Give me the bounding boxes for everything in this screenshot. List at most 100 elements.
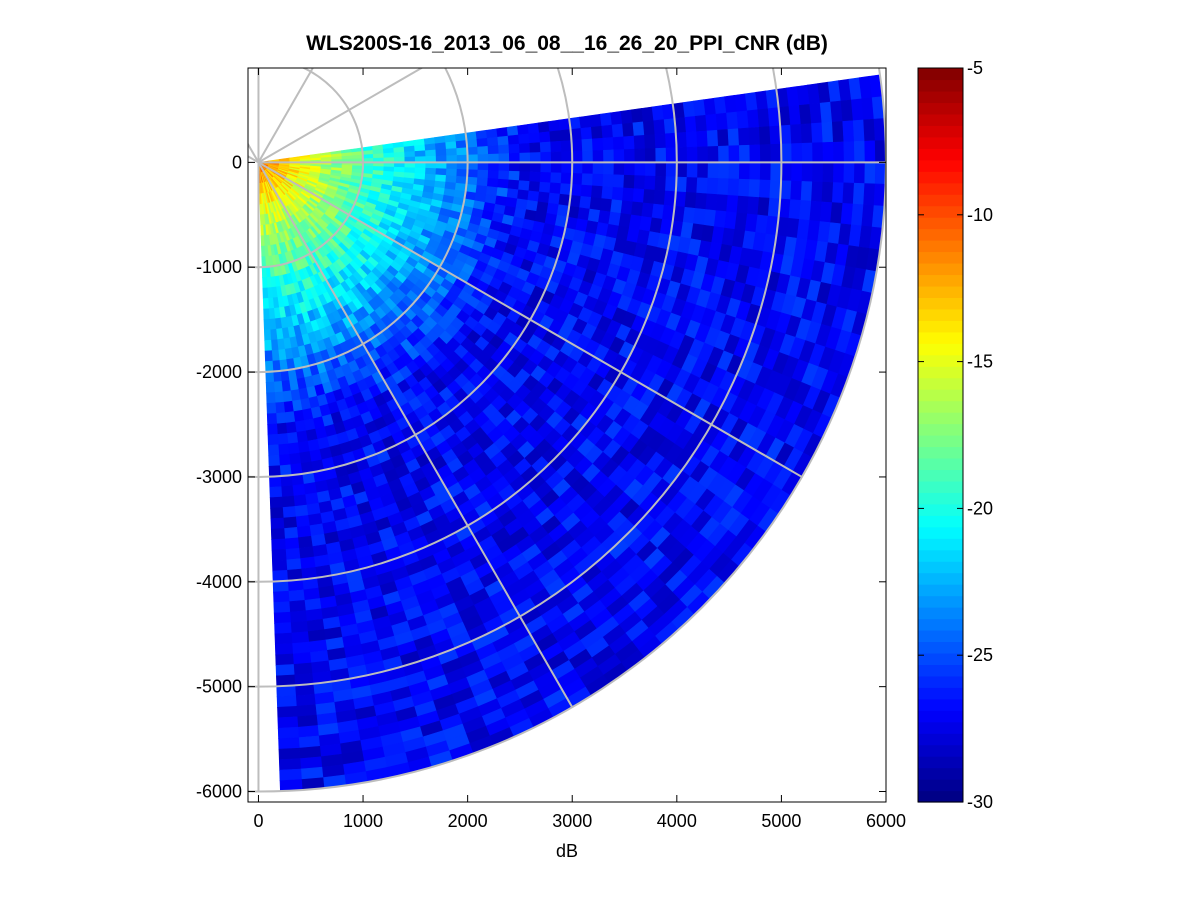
heatmap-cell — [270, 507, 284, 519]
heatmap-cell — [842, 182, 855, 205]
heatmap-cell — [758, 179, 771, 199]
heatmap-cell — [276, 695, 297, 708]
heatmap-cell — [809, 200, 823, 222]
colorbar-band — [918, 274, 963, 287]
heatmap-cell — [599, 198, 613, 213]
heatmap-cell — [528, 181, 541, 193]
heatmap-cell — [284, 411, 296, 424]
heatmap-cell — [582, 162, 594, 175]
heatmap-cell — [853, 162, 866, 184]
heatmap-cell — [475, 129, 488, 140]
heatmap-cell — [445, 168, 458, 177]
heatmap-cell — [292, 652, 312, 665]
heatmap-cell — [811, 122, 824, 144]
heatmap-cell — [819, 101, 833, 124]
heatmap-cell — [456, 147, 468, 156]
heatmap-cell — [738, 144, 751, 163]
heatmap-cell — [297, 725, 319, 739]
colorbar-tick-label: -15 — [967, 352, 993, 372]
heatmap-cell — [697, 162, 709, 179]
heatmap-cell — [603, 162, 615, 176]
heatmap-cell — [696, 177, 709, 195]
heatmap-cell — [270, 517, 285, 530]
heatmap-cell — [801, 162, 814, 183]
heatmap-cell — [435, 168, 447, 176]
heatmap-cell — [273, 381, 283, 393]
heatmap-cell — [290, 631, 310, 644]
heatmap-cell — [518, 180, 531, 192]
heatmap-cell — [268, 465, 281, 478]
colorbar: -5 -10 -15 -20 -25 -30 — [917, 58, 993, 812]
colorbar-band — [918, 756, 963, 769]
heatmap-cell — [296, 525, 312, 539]
colorbar-band — [918, 400, 963, 413]
heatmap-cell — [278, 758, 302, 771]
heatmap-cell — [653, 119, 666, 135]
y-tick-label: -6000 — [196, 782, 242, 802]
heatmap-cell — [298, 451, 312, 464]
heatmap-cell — [414, 150, 427, 158]
heatmap-cell — [262, 298, 269, 310]
heatmap-cell — [486, 136, 499, 147]
heatmap-cell — [294, 504, 309, 518]
heatmap-cell — [271, 349, 280, 362]
colorbar-band — [918, 136, 963, 149]
heatmap-cell — [540, 162, 552, 173]
colorbar-band — [918, 652, 963, 665]
heatmap-cell — [275, 412, 287, 425]
heatmap-cell — [728, 145, 740, 163]
heatmap-cell — [425, 149, 437, 157]
heatmap-cell — [644, 134, 656, 150]
heatmap-cell — [296, 714, 318, 728]
heatmap-cell — [623, 162, 636, 176]
heatmap-cell — [852, 182, 866, 206]
heatmap-cell — [298, 735, 321, 749]
heatmap-cell — [529, 152, 542, 163]
heatmap-cell — [270, 339, 279, 351]
y-tick-label: -5000 — [196, 677, 242, 697]
heatmap-cell — [267, 434, 279, 446]
heatmap-cell — [632, 121, 645, 137]
colorbar-tick-label: -25 — [967, 645, 993, 665]
heatmap-cell — [560, 172, 573, 185]
heatmap-cell — [274, 622, 292, 635]
heatmap-cell — [274, 643, 294, 656]
heatmap-cell — [863, 118, 876, 142]
heatmap-cell — [476, 177, 489, 187]
heatmap-cell — [549, 130, 562, 143]
heatmap-cell — [538, 181, 551, 194]
heatmap-cell — [518, 133, 531, 145]
heatmap-cell — [539, 171, 552, 184]
heatmap-cell — [467, 154, 479, 163]
heatmap-cell — [611, 186, 624, 202]
heatmap-cell — [644, 175, 656, 191]
heatmap-cell — [488, 153, 500, 163]
chart-title: WLS200S-16_2013_06_08__16_26_20_PPI_CNR … — [306, 32, 828, 55]
heatmap-cell — [831, 121, 845, 143]
heatmap-cell — [261, 256, 267, 268]
colorbar-band — [918, 125, 963, 138]
heatmap-cell — [571, 139, 583, 152]
colorbar-band — [918, 205, 963, 218]
heatmap-cell — [445, 141, 458, 150]
heatmap-cell — [288, 600, 306, 613]
heatmap-cell — [275, 653, 294, 666]
heatmap-cell — [613, 162, 625, 176]
heatmap-cell — [272, 559, 288, 572]
heatmap-cell — [285, 421, 297, 434]
heatmap-cell — [295, 693, 316, 707]
colorbar-tick-label: -30 — [967, 792, 993, 812]
heatmap-cell — [272, 370, 282, 383]
heatmap-cell — [653, 189, 666, 206]
heatmap-cell — [293, 409, 305, 423]
colorbar-band — [918, 217, 963, 230]
colorbar-band — [918, 354, 963, 367]
heatmap-cell — [270, 528, 286, 540]
heatmap-cell — [599, 112, 613, 127]
heatmap-cell — [507, 179, 520, 191]
heatmap-cell — [830, 202, 844, 225]
heatmap-cell — [770, 143, 782, 163]
heatmap-cell — [509, 162, 521, 172]
heatmap-cell — [298, 546, 315, 559]
colorbar-band — [918, 159, 963, 172]
